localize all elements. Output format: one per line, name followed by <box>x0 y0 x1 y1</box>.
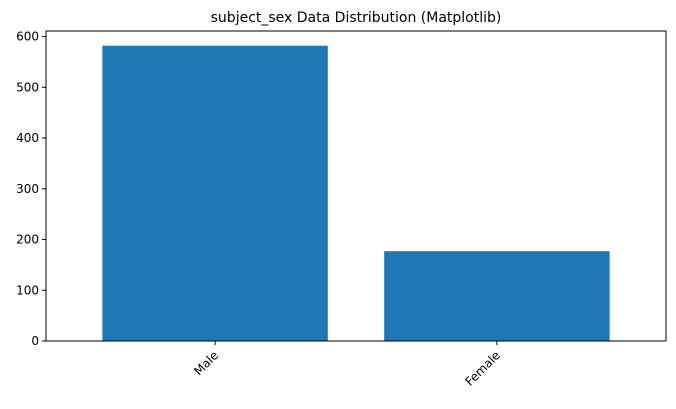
y-tick-label: 400 <box>16 131 39 145</box>
x-tick-label-male: Male <box>191 348 221 378</box>
bars-layer <box>102 45 610 341</box>
bar-female <box>384 251 610 341</box>
plot-frame <box>45 30 667 342</box>
y-tick-label: 100 <box>16 283 39 297</box>
x-axis: Male Female <box>191 341 503 389</box>
y-tick-label: 300 <box>16 182 39 196</box>
bar-male <box>102 45 328 341</box>
y-axis: 0 100 200 300 400 500 600 <box>16 30 46 348</box>
chart-title: subject_sex Data Distribution (Matplotli… <box>211 10 502 26</box>
y-tick-label: 0 <box>31 334 39 348</box>
y-tick-label: 200 <box>16 233 39 247</box>
x-tick-label-female: Female <box>462 348 503 389</box>
y-tick-label: 600 <box>16 30 39 44</box>
y-tick-label: 500 <box>16 80 39 94</box>
